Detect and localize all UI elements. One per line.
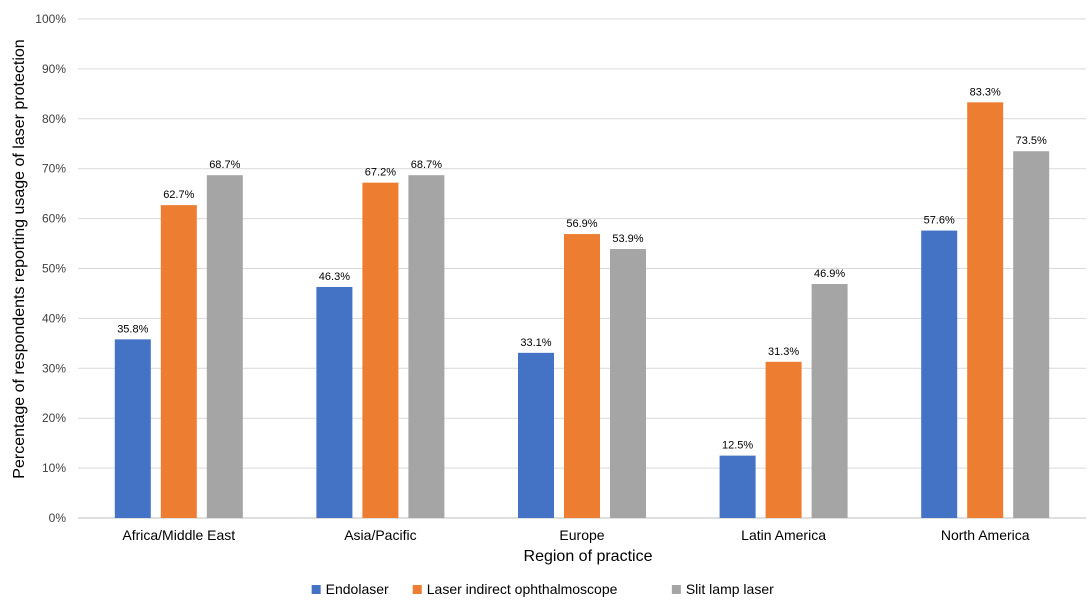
x-category-label: Africa/Middle East xyxy=(122,527,235,543)
bar xyxy=(967,102,1004,518)
bar xyxy=(316,286,353,518)
y-tick-label: 20% xyxy=(42,411,66,425)
legend-swatch xyxy=(311,585,321,594)
bar xyxy=(1013,151,1050,519)
y-axis-title: Percentage of respondents reporting usag… xyxy=(11,39,28,478)
data-labels: 35.8% 62.7% 68.7% 46.3% 67.2% 68.7% 33.1% 56.9%… xyxy=(117,86,1047,451)
data-label: 67.2% xyxy=(365,167,396,179)
data-label: 31.3% xyxy=(768,346,799,358)
legend-entry: Endolaser xyxy=(326,581,389,597)
bar xyxy=(921,230,958,519)
data-label: 56.9% xyxy=(566,218,597,230)
bar xyxy=(719,455,756,518)
y-tick-label: 90% xyxy=(42,62,66,76)
legend-swatch xyxy=(671,585,681,594)
data-label: 46.9% xyxy=(814,268,845,280)
x-category-label: North America xyxy=(941,527,1030,543)
legend: Endolaser Laser indirect ophthalmoscope Sl… xyxy=(311,581,774,597)
bar xyxy=(408,175,445,518)
y-tick-label: 80% xyxy=(42,112,66,126)
data-label: 73.5% xyxy=(1016,135,1047,147)
data-label: 53.9% xyxy=(612,233,643,245)
data-label: 68.7% xyxy=(411,159,442,171)
bar xyxy=(765,361,802,518)
bar xyxy=(811,283,848,518)
data-label: 35.8% xyxy=(117,323,148,335)
bar xyxy=(518,352,554,518)
y-tick-label: 60% xyxy=(42,212,66,226)
y-tick-label: 0% xyxy=(49,511,67,525)
y-tick-label: 30% xyxy=(42,361,66,375)
bar xyxy=(114,339,151,518)
bar xyxy=(564,234,600,518)
x-category-label: Asia/Pacific xyxy=(344,527,416,543)
x-axis-categories: Africa/Middle East Asia/Pacific Europe Lati… xyxy=(122,527,1029,543)
y-tick-label: 40% xyxy=(42,311,66,325)
bar xyxy=(206,175,243,518)
bar xyxy=(362,182,399,518)
bars xyxy=(114,102,1050,519)
x-category-label: Europe xyxy=(559,527,604,543)
data-label: 46.3% xyxy=(319,271,350,283)
data-label: 33.1% xyxy=(520,337,551,349)
x-axis-title: Region of practice xyxy=(524,548,653,565)
y-axis-ticks: 0% 10% 20% 30% 40% 50% 60% 70% 80% 90% 100% xyxy=(35,12,66,525)
legend-swatch xyxy=(412,585,422,594)
x-category-label: Latin America xyxy=(741,527,826,543)
data-label: 62.7% xyxy=(163,189,194,201)
legend-entry: Laser indirect ophthalmoscope xyxy=(427,581,618,597)
bar xyxy=(160,205,197,518)
data-label: 12.5% xyxy=(722,440,753,452)
y-tick-label: 70% xyxy=(42,162,66,176)
bar xyxy=(610,249,646,518)
y-tick-label: 100% xyxy=(35,12,66,26)
data-label: 68.7% xyxy=(209,159,240,171)
data-label: 57.6% xyxy=(924,215,955,227)
y-tick-label: 50% xyxy=(42,262,66,276)
data-label: 83.3% xyxy=(970,86,1001,98)
legend-entry: Slit lamp laser xyxy=(686,581,774,597)
y-tick-label: 10% xyxy=(42,461,66,475)
